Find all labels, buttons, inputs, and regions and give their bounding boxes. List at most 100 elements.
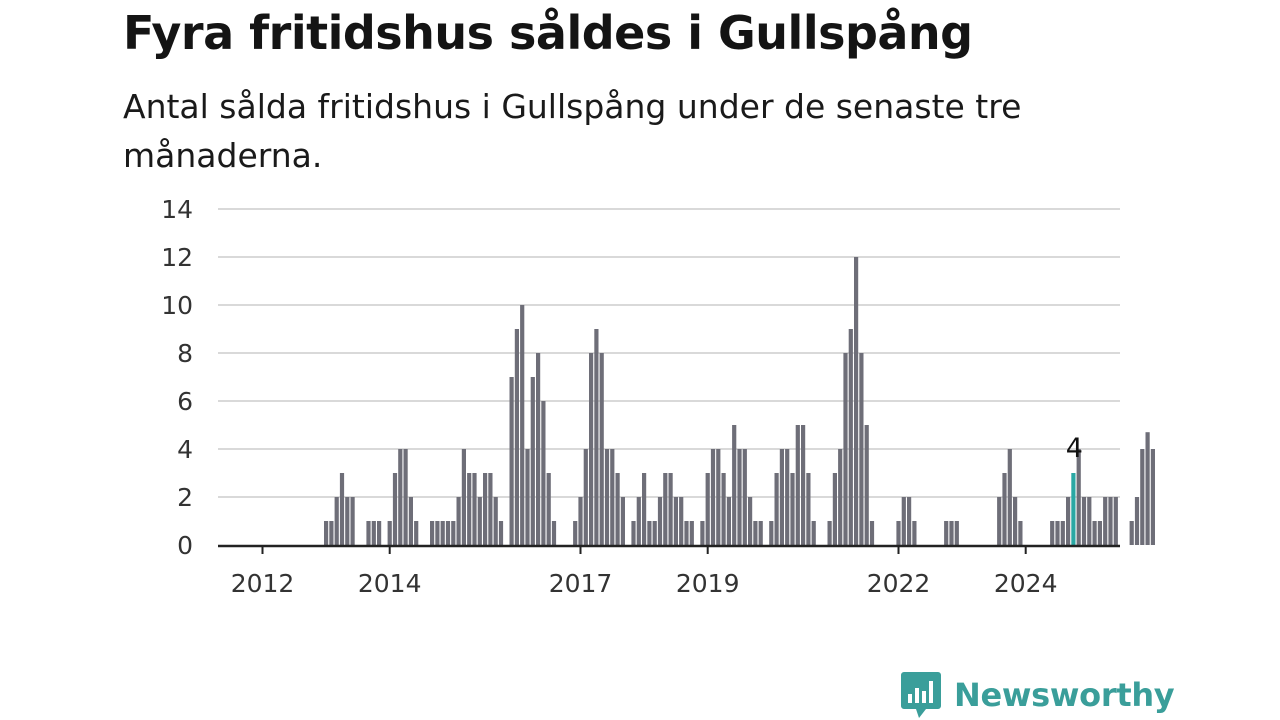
bar xyxy=(599,353,604,545)
bar xyxy=(408,497,413,545)
x-tick-label: 2022 xyxy=(867,569,931,598)
bar xyxy=(864,425,869,545)
bar xyxy=(377,521,382,545)
bar xyxy=(1150,449,1155,545)
bar xyxy=(907,497,912,545)
bar xyxy=(615,473,620,545)
bar xyxy=(647,521,652,545)
bar xyxy=(679,497,684,545)
bar xyxy=(1087,497,1092,545)
bar xyxy=(843,353,848,545)
bar xyxy=(716,449,721,545)
bar xyxy=(440,521,445,545)
bar xyxy=(949,521,954,545)
bar xyxy=(477,497,482,545)
grid-lines xyxy=(218,208,1120,498)
bar xyxy=(732,425,737,545)
bar xyxy=(493,497,498,545)
bar xyxy=(551,521,557,545)
bar xyxy=(392,473,398,545)
bar xyxy=(1002,473,1007,545)
bar xyxy=(329,521,334,545)
bar xyxy=(785,449,790,545)
bar xyxy=(896,521,901,545)
bar xyxy=(1134,497,1140,545)
bar xyxy=(339,473,345,545)
x-tick-label: 2019 xyxy=(676,569,740,598)
newsworthy-logo: Newsworthy xyxy=(900,670,1175,720)
bar xyxy=(684,521,689,545)
bar xyxy=(726,497,731,545)
bar xyxy=(1113,497,1118,545)
bar xyxy=(435,521,440,545)
bar xyxy=(578,497,583,545)
bar xyxy=(324,521,329,545)
bar xyxy=(944,521,949,545)
bar xyxy=(705,473,710,545)
bar xyxy=(1018,521,1023,545)
bar-chart: 0 2 4 6 8 10 12 14 2012 2014 2017 2019 2022 2024 4 xyxy=(161,195,1155,598)
bar xyxy=(737,449,742,545)
bar xyxy=(546,473,551,545)
bar xyxy=(620,497,625,545)
bar xyxy=(536,353,541,545)
y-tick-label: 6 xyxy=(177,387,193,416)
bar xyxy=(456,497,461,545)
bar xyxy=(398,449,403,545)
bar xyxy=(530,377,535,545)
bar xyxy=(610,449,615,545)
bar xyxy=(1097,521,1102,545)
bar xyxy=(1050,521,1055,545)
bar xyxy=(1092,521,1097,545)
bar xyxy=(403,449,408,545)
brand-name: Newsworthy xyxy=(954,676,1175,714)
bar xyxy=(848,329,853,545)
bar xyxy=(700,521,705,545)
bar xyxy=(430,521,435,545)
bar xyxy=(414,521,419,545)
bar xyxy=(912,521,917,545)
bar xyxy=(753,521,758,545)
bar xyxy=(673,497,678,545)
bar xyxy=(1071,473,1076,545)
y-axis: 0 2 4 6 8 10 12 14 xyxy=(161,195,193,560)
bar xyxy=(869,521,875,545)
bar xyxy=(1007,449,1012,545)
bar xyxy=(387,521,392,545)
bar xyxy=(498,521,504,545)
y-tick-label: 4 xyxy=(177,435,193,464)
y-tick-label: 10 xyxy=(161,291,193,320)
bar xyxy=(642,473,647,545)
bar xyxy=(652,521,657,545)
bar xyxy=(371,521,376,545)
x-axis: 2012 2014 2017 2019 2022 2024 xyxy=(231,547,1058,598)
bar xyxy=(1013,497,1018,545)
bar xyxy=(689,521,694,545)
bar xyxy=(1081,497,1087,545)
bar xyxy=(657,497,663,545)
bar xyxy=(838,449,843,545)
bar xyxy=(483,473,488,545)
bar xyxy=(854,257,859,545)
bar xyxy=(631,521,636,545)
bar xyxy=(769,521,774,545)
x-tick-label: 2024 xyxy=(994,569,1058,598)
bar xyxy=(583,449,588,545)
bar xyxy=(774,473,779,545)
chart-title: Fyra fritidshus såldes i Gullspång xyxy=(123,6,973,60)
bar xyxy=(954,521,959,545)
bar xyxy=(520,305,525,545)
bar xyxy=(525,449,530,545)
bar xyxy=(1140,449,1145,545)
bar xyxy=(1060,521,1065,545)
bar xyxy=(514,329,519,545)
y-tick-label: 2 xyxy=(177,483,193,512)
bar xyxy=(350,497,355,545)
bar xyxy=(997,497,1002,545)
bar xyxy=(1103,497,1108,545)
bar xyxy=(801,425,806,545)
bar xyxy=(334,497,339,545)
bar xyxy=(806,473,811,545)
bar xyxy=(461,449,466,545)
bar xyxy=(636,497,641,545)
